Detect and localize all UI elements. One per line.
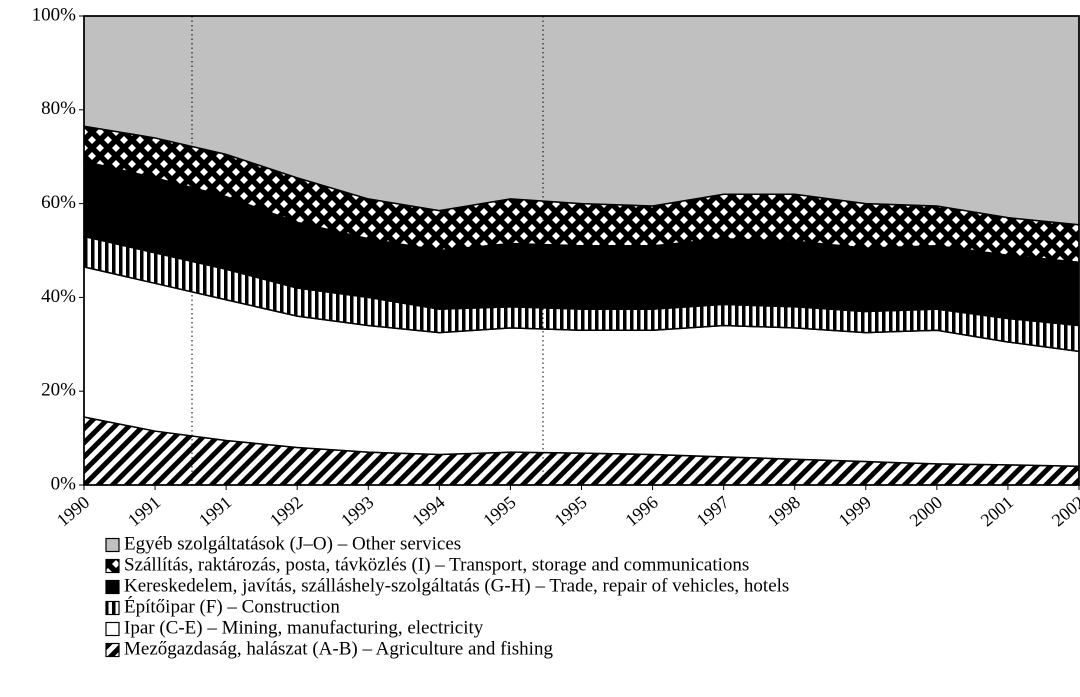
legend-label: Mezőgazdaság, halászat (A-B) – Agricultu… [124, 638, 553, 659]
x-tick-label: 1996 [621, 492, 661, 530]
legend-marker [105, 558, 120, 574]
y-tick-label: 80% [41, 98, 76, 119]
legend-label: Szállítás, raktározás, posta, távközlés … [124, 554, 749, 575]
legend-label: Építőipar (F) – Construction [124, 595, 340, 617]
x-tick-label: 2002 [1048, 492, 1080, 530]
x-tick-label: 1993 [337, 492, 377, 530]
x-tick-label: 1991 [195, 492, 235, 530]
y-tick-label: 40% [41, 286, 76, 307]
legend-marker [105, 621, 120, 637]
legend-label: Kereskedelem, javítás, szálláshely-szolg… [124, 575, 789, 596]
y-tick-label: 100% [32, 4, 77, 25]
legend-marker [105, 579, 120, 595]
x-tick-label: 1995 [479, 492, 519, 530]
legend-marker [105, 537, 120, 553]
x-tick-label: 1997 [692, 492, 732, 530]
x-tick-label: 1994 [408, 492, 448, 530]
x-tick-label: 2000 [906, 492, 946, 530]
legend-label: Egyéb szolgáltatások (J–O) – Other servi… [124, 533, 461, 554]
x-tick-label: 1995 [550, 492, 590, 530]
legend-marker [105, 642, 120, 658]
legend-label: Ipar (C-E) – Mining, manufacturing, elec… [124, 617, 484, 638]
y-tick-label: 0% [51, 473, 77, 494]
x-tick-label: 1992 [266, 492, 306, 530]
legend-marker [105, 600, 120, 616]
y-tick-label: 20% [41, 380, 76, 401]
x-tick-label: 1990 [53, 492, 93, 530]
x-tick-label: 1998 [764, 492, 804, 530]
y-tick-label: 60% [41, 192, 76, 213]
x-tick-label: 1999 [835, 492, 875, 530]
x-tick-label: 2001 [977, 492, 1017, 530]
x-tick-label: 1991 [124, 492, 164, 530]
